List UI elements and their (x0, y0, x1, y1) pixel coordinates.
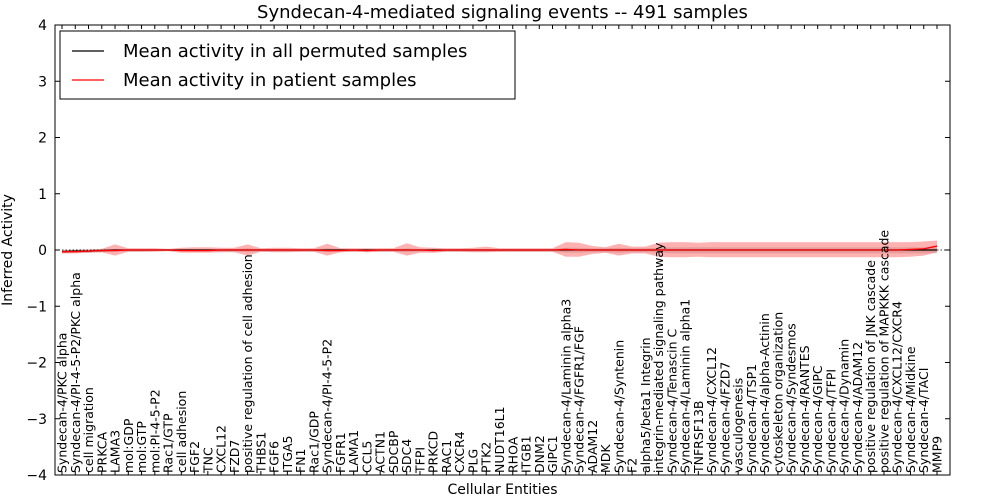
legend-label-patient: Mean activity in patient samples (123, 70, 417, 91)
x-category-label: Syndecan-4/Syndesmos (784, 323, 799, 473)
x-category-label: cell adhesion (174, 391, 189, 473)
x-category-label: Syndecan-4/CXCL12 (704, 347, 719, 473)
x-category-label: Syndecan-4/GIPC (810, 365, 825, 473)
chart-title: Syndecan-4-mediated signaling events -- … (257, 2, 748, 23)
x-category-label: RAC1 (439, 440, 454, 473)
x-category-label: Syndecan-4/RANTES (797, 345, 812, 473)
x-category-label: RHOA (505, 436, 520, 473)
x-category-label: Syndecan-4/Syntenin (611, 340, 626, 473)
x-category-label: Syndecan-4/Midkine (903, 346, 918, 473)
x-category-label: ACTN1 (373, 431, 388, 473)
x-category-label: TFPI (412, 447, 427, 474)
x-category-label: MMP9 (930, 436, 945, 473)
y-tick-label: 4 (38, 18, 47, 34)
x-category-label: ADAM12 (585, 420, 600, 473)
x-category-label: Syndecan-4/ADAM12 (850, 342, 865, 473)
x-category-label: PLG (465, 449, 480, 473)
y-axis: −4 −3 −2 −1 0 1 2 3 4 (26, 18, 950, 484)
y-axis-label: Inferred Activity (0, 194, 16, 306)
x-category-label: TNFRSF13B (691, 401, 706, 474)
y-tick-label: −2 (26, 356, 47, 372)
x-category-label: CXCL12 (214, 425, 229, 473)
x-category-label: TNC (200, 447, 215, 474)
legend-label-permuted: Mean activity in all permuted samples (123, 41, 467, 62)
y-tick-label: −1 (26, 299, 47, 315)
y-tick-label: 2 (38, 131, 47, 147)
legend: Mean activity in all permuted samples Me… (59, 30, 516, 100)
x-category-label: ITGA5 (280, 435, 295, 473)
legend-box (59, 30, 516, 100)
x-category-label: Syndecan-4/Dynamin (837, 339, 852, 473)
x-category-label: positive regulation of JNK cascade (863, 260, 878, 473)
x-category-label: Syndecan-4/TSP1 (744, 364, 759, 473)
x-category-label: FGF2 (187, 441, 202, 473)
y-tick-label: 3 (38, 74, 47, 90)
y-tick-label: −3 (26, 412, 47, 428)
x-category-label: cytoskeleton organization (770, 312, 785, 473)
x-category-label: FZD7 (227, 440, 242, 473)
series-line-patient (62, 245, 938, 253)
x-category-label: positive regulation of cell adhesion (240, 254, 255, 473)
x-category-label: Syndecan-4/TFPI (823, 369, 838, 473)
x-category-label: Syndecan-4/TACI (916, 368, 931, 473)
x-category-label: Syndecan-4/Laminin alpha3 (558, 299, 573, 473)
series-lines (61, 245, 938, 253)
x-category-label: cell migration (81, 387, 96, 473)
x-category-label: Syndecan-4/Laminin alpha1 (678, 299, 693, 473)
y-tick-label: 0 (38, 243, 47, 259)
x-category-label: LAMA1 (346, 430, 361, 473)
x-category-label: CCL5 (359, 441, 374, 473)
x-category-label: integrin-mediated signaling pathway (651, 242, 666, 473)
x-category-label: mol:PI-4-5-P2 (147, 389, 162, 473)
x-category-label: alpha5/beta1 Integrin (638, 337, 653, 473)
x-category-label: CXCR4 (452, 431, 467, 473)
x-category-label: ITGB1 (519, 435, 534, 473)
y-tick-label: −4 (26, 468, 47, 484)
x-category-label: Syndecan-4/FZD7 (717, 362, 732, 473)
x-category-label: NUDT16L1 (492, 406, 507, 473)
x-category-label: PTK2 (479, 442, 494, 473)
x-category-label: Syndecan-4/alpha-Actinin (757, 313, 772, 473)
x-axis-label: Cellular Entities (447, 482, 557, 498)
x-category-label: Syndecan-4/FGFR1/FGF (572, 326, 587, 473)
band-patient (62, 240, 937, 258)
x-category-label: Rac1/GDP (306, 411, 321, 473)
x-category-label: DNM2 (532, 435, 547, 473)
x-category-label: PRKCA (94, 432, 109, 473)
x-category-label: vasculogenesis (731, 378, 746, 473)
x-category-label: SDC4 (399, 439, 414, 473)
x-category-label: Syndecan-4/CXCL12/CXCR4 (890, 301, 905, 473)
x-category-label: SDCBP (386, 430, 401, 473)
x-category-label: MDK (598, 444, 613, 473)
x-category-label: FGF6 (267, 441, 282, 473)
x-category-label: mol:GDP (121, 418, 136, 473)
y-tick-label: 1 (38, 187, 47, 203)
x-category-label: positive regulation of MAPKKK cascade (876, 230, 891, 473)
x-category-label: FN1 (293, 449, 308, 474)
x-category-label: FGFR1 (333, 432, 348, 473)
x-category-label: LAMA3 (108, 430, 123, 473)
x-category-label: Syndecan-4/PI-4-5-P2 (320, 339, 335, 473)
x-category-label: Syndecan-4/PKC alpha (55, 333, 70, 473)
x-category-label: Rac1/GTP (161, 413, 176, 473)
x-category-label: mol:GTP (134, 421, 149, 473)
x-category-label: Syndecan-4/Tenascin C (664, 328, 679, 473)
x-category-label: Syndecan-4/PI-4-5-P2/PKC alpha (68, 272, 83, 473)
x-category-label: PRKCD (426, 431, 441, 473)
x-category-label: GIPC1 (545, 435, 560, 473)
x-category-label: THBS1 (253, 432, 268, 474)
x-axis: Syndecan-4/PKC alphaSyndecan-4/PI-4-5-P2… (55, 25, 945, 475)
x-category-label: F2 (625, 458, 640, 473)
